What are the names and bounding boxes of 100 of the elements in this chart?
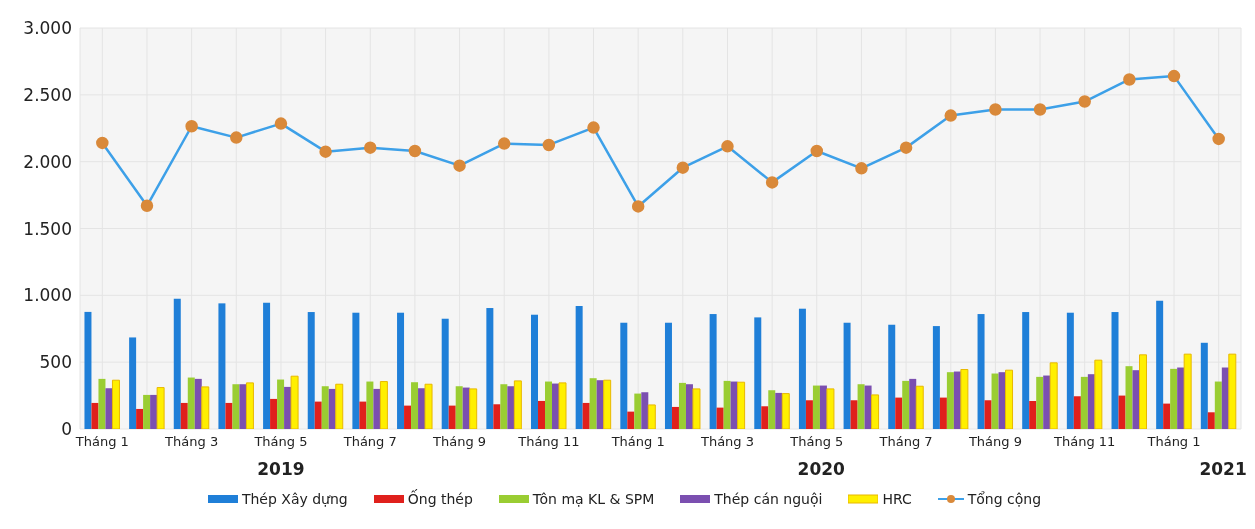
bar [424, 383, 433, 429]
bar [143, 394, 151, 429]
legend-label: Tổng cộng [966, 491, 1042, 507]
bar [1228, 353, 1237, 429]
x-tick-label: Tháng 5 [789, 434, 844, 450]
bar [678, 382, 686, 429]
bar [156, 387, 165, 429]
bar [448, 405, 456, 429]
bar [314, 401, 322, 429]
bar [1125, 366, 1133, 429]
bar [1036, 376, 1044, 429]
x-tick-label: Tháng 1 [74, 434, 129, 450]
bar [647, 404, 656, 429]
bar [366, 381, 374, 429]
bar [761, 406, 769, 429]
bar [850, 400, 858, 429]
bar [932, 326, 940, 429]
bar [270, 398, 278, 429]
text: 2021 [1198, 459, 1248, 479]
x-tick-label: Tháng 11 [517, 434, 580, 450]
bar [895, 397, 903, 429]
bar [531, 314, 538, 429]
bar [991, 373, 999, 429]
bar [1177, 367, 1185, 429]
bar [575, 306, 583, 429]
bar [939, 397, 947, 429]
bar [589, 378, 597, 429]
bar [1170, 368, 1178, 429]
y-tick-label: 1.500 [23, 218, 72, 239]
y-tick-label: 1.000 [23, 285, 72, 306]
bar [1049, 362, 1058, 429]
bar [1183, 353, 1192, 429]
x-tick-label: Tháng 7 [878, 434, 933, 450]
x-tick-label: Tháng 9 [967, 434, 1022, 450]
legend-label: Ống thép [406, 491, 473, 507]
bar [486, 308, 494, 429]
bar [180, 402, 188, 429]
bar [871, 394, 880, 429]
legend-label: HRC [881, 491, 912, 507]
bar [1163, 403, 1171, 429]
bar [960, 369, 969, 429]
bar [263, 302, 271, 429]
bar [500, 384, 508, 429]
bar [129, 337, 137, 429]
bar [105, 388, 113, 429]
bar [754, 317, 762, 429]
x-tick-label: Tháng 11 [1053, 434, 1116, 450]
bar [843, 322, 851, 429]
bar [1111, 312, 1119, 429]
bar [634, 393, 642, 429]
bar [225, 402, 233, 429]
bar [352, 312, 360, 429]
bar [1094, 359, 1103, 429]
bar [1156, 300, 1164, 429]
x-tick-label: Tháng 7 [342, 434, 397, 450]
bar [1005, 369, 1014, 429]
bar [1043, 375, 1051, 429]
bar [232, 384, 240, 429]
bar [493, 404, 501, 429]
bar [404, 405, 412, 429]
bar [91, 402, 99, 429]
bar [1118, 395, 1126, 429]
x-tick-label: Tháng 3 [164, 434, 219, 450]
bar [335, 383, 344, 429]
bar [798, 308, 806, 429]
bar [201, 386, 210, 429]
bar [1200, 342, 1208, 429]
bar [716, 407, 724, 429]
bar [136, 408, 144, 429]
bar [239, 384, 247, 429]
bar [723, 380, 731, 429]
x-tick-label: Tháng 3 [699, 434, 754, 450]
y-tick-label: 0 [61, 419, 72, 440]
y-tick-label: 3.000 [23, 18, 72, 39]
bar [709, 314, 717, 429]
bar [469, 388, 478, 429]
legend-label: Tôn mạ KL & SPM [531, 491, 655, 507]
bar [187, 377, 195, 429]
bar [321, 386, 329, 429]
text: 2020 [796, 459, 846, 479]
legend-label: Thép Xây dựng [240, 491, 348, 507]
bar [455, 386, 463, 429]
bar [1080, 376, 1088, 429]
bar [620, 322, 628, 429]
bar [307, 312, 315, 429]
bar [775, 392, 783, 429]
bar [290, 375, 299, 429]
bar [692, 388, 701, 429]
x-tick-label: Tháng 5 [253, 434, 308, 450]
bar [277, 379, 285, 429]
x-tick-label: Tháng 1 [610, 434, 665, 450]
bar [627, 411, 635, 429]
bar [359, 401, 367, 429]
bar [245, 382, 254, 429]
bar [768, 390, 776, 429]
bar [826, 388, 835, 429]
bar [641, 392, 649, 429]
y-tick-label: 2.500 [23, 84, 72, 105]
bar [664, 322, 672, 429]
text: 2019 [256, 459, 306, 479]
